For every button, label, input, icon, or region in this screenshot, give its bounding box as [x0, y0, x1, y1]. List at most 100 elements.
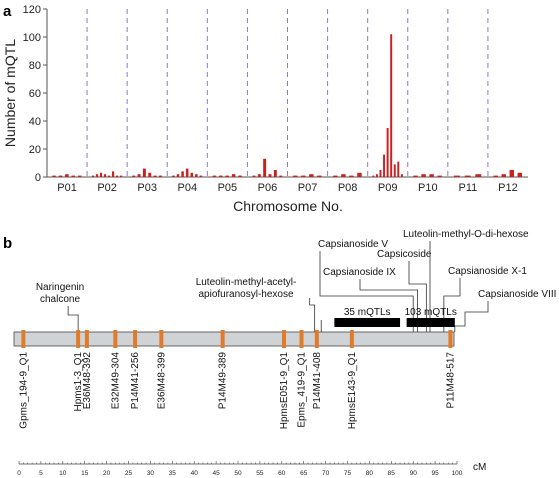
mqtl-bar	[103, 174, 107, 177]
cm-tick-label: 95	[431, 470, 439, 477]
mqtl-bar	[437, 175, 442, 177]
mqtl-bar	[111, 171, 115, 177]
mqtl-bar	[309, 174, 314, 177]
cm-tick-label: 60	[278, 470, 286, 477]
y-tick-label: 60	[29, 88, 41, 100]
mqtl-bar	[386, 128, 389, 177]
leader-line	[408, 261, 427, 332]
cm-tick-label: 50	[234, 470, 242, 477]
cm-tick-label: 20	[103, 470, 111, 477]
mqtl-bar-chart: Number of mQTL Chromosome No. 0 20 40 60 80 1…	[2, 4, 528, 214]
chromosome-separators	[86, 9, 489, 177]
panel-b-label: b	[3, 235, 12, 252]
marker-label: HpmsE051-9_Q1	[279, 352, 290, 430]
mqtl-bar	[185, 168, 189, 177]
mqtl-bar	[158, 175, 162, 177]
marker-tick	[21, 330, 26, 348]
mqtl-bar	[95, 174, 99, 177]
mqtl-bar	[190, 172, 194, 177]
mqtl-bar	[421, 174, 426, 177]
marker-tick	[133, 330, 138, 348]
mqtl-bar	[58, 175, 63, 177]
mqtl-bar	[375, 174, 378, 177]
leader-line	[443, 278, 461, 332]
cm-tick-label: 55	[256, 470, 264, 477]
marker-label: HpmsE143-9_Q1	[347, 352, 358, 430]
cm-tick-label: 10	[59, 470, 67, 477]
mqtl-bar	[263, 158, 267, 177]
qtl-blocks: 35 mQTLs 103 mQTLs	[334, 307, 457, 327]
compound-label: Luteolin-methyl-acetyl-apiofuranosyl-hex…	[196, 277, 297, 300]
marker-tick	[448, 330, 453, 348]
cm-tick-label: 45	[212, 470, 220, 477]
mqtl-bar	[142, 168, 146, 177]
mqtl-bar	[293, 175, 298, 177]
y-tick-label: 100	[23, 32, 41, 44]
compound-label: Luteolin-methyl-O-di-hexose	[403, 229, 529, 240]
mqtl-bar	[238, 175, 242, 177]
compound-label: Capsianoside IX	[323, 267, 396, 278]
mqtl-bar	[219, 175, 223, 177]
mqtl-bar	[268, 174, 272, 177]
leader-line	[309, 298, 316, 332]
compound-label: Capsianoside V	[318, 239, 388, 250]
mqtl-bar	[397, 161, 400, 177]
y-tick-label: 40	[29, 116, 41, 128]
marker-label: Gpms_194-9_Q1	[18, 352, 29, 429]
chromosome-label: P07	[298, 182, 318, 194]
chromosome-label: P04	[178, 182, 198, 194]
mqtl-bar	[517, 172, 522, 177]
mqtl-bar	[413, 175, 418, 177]
qtl-block-label: 103 mQTLs	[405, 307, 457, 318]
cm-tick-label: 85	[388, 470, 396, 477]
mqtl-bar	[153, 175, 157, 177]
cm-tick-label: 80	[366, 470, 374, 477]
mqtl-bar	[453, 175, 460, 177]
mqtl-bar	[341, 174, 346, 177]
marker-tick	[299, 330, 304, 348]
mqtl-bar	[91, 175, 95, 177]
mqtl-bar	[212, 175, 217, 177]
cm-tick-label: 30	[147, 470, 155, 477]
mqtl-bar	[372, 175, 375, 177]
mqtl-bar	[257, 174, 261, 177]
marker-label: Hpms1-3_Q1	[73, 352, 84, 412]
mqtl-bar	[71, 175, 76, 177]
mqtl-bar	[379, 170, 382, 177]
chromosome-bar	[13, 331, 455, 347]
marker-tick	[84, 330, 89, 348]
mqtl-bar	[493, 175, 498, 177]
marker-tick	[281, 330, 286, 348]
marker-tick	[349, 330, 354, 348]
leader-line	[319, 251, 414, 332]
mqtl-bar	[137, 174, 141, 177]
y-ticks: 0 20 40 60 80 100 120	[23, 4, 47, 184]
marker-label: E36M48-399	[156, 352, 167, 410]
cm-tick-label: 40	[191, 470, 199, 477]
leader-line	[67, 306, 79, 332]
y-axis-title: Number of mQTL	[2, 39, 18, 147]
mqtl-bar	[400, 174, 403, 177]
marker-tick	[76, 330, 81, 348]
leader-line	[454, 301, 489, 332]
mqtl-bar	[65, 174, 69, 177]
marker-tick	[159, 330, 164, 348]
cm-tick-label: 100	[452, 470, 463, 477]
cm-axis: 0 5 10 15 20 25 30 35 40 45 50 55 60 65 70 75 80 85 90 95 10…	[17, 461, 486, 477]
marker-label: P14M41-256	[130, 352, 141, 410]
mqtl-bar	[279, 175, 283, 177]
mqtl-bar	[231, 174, 236, 177]
marker-label: P14M49-389	[218, 352, 229, 410]
marker-tick	[113, 330, 118, 348]
compound-label: Capsianoside X-1	[448, 266, 527, 277]
mqtl-bar	[181, 171, 184, 177]
marker-tick	[314, 330, 319, 348]
mqtl-bar	[357, 172, 362, 177]
chromosome-label: P05	[218, 182, 238, 194]
qtl-block	[406, 318, 455, 327]
marker-tick	[220, 330, 225, 348]
genetic-map: Naringenin chalcone Luteolin-methyl-acetyl…	[13, 229, 556, 477]
compound-label: Capsicoside	[377, 249, 432, 260]
chromosome-label: P08	[338, 182, 358, 194]
